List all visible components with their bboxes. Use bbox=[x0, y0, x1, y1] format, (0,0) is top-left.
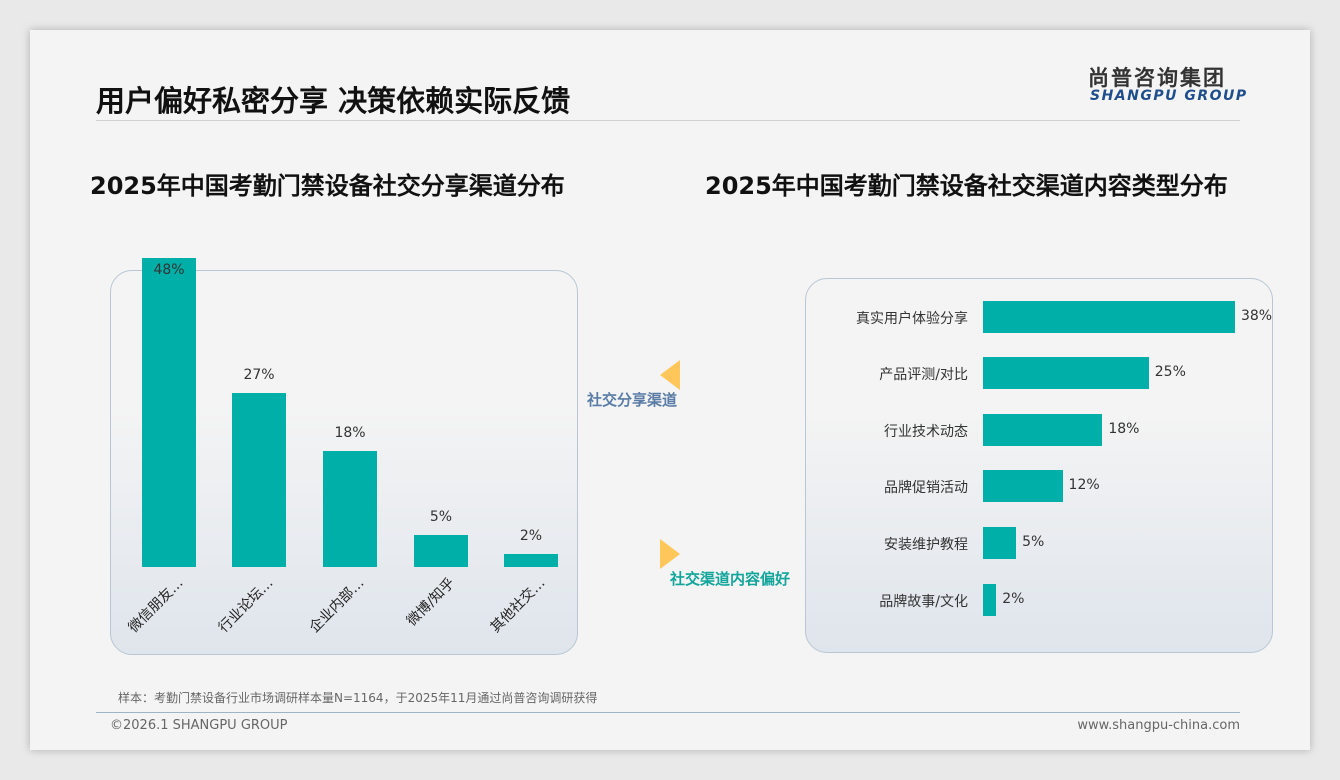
bar bbox=[983, 584, 997, 616]
category-label: 安装维护教程 bbox=[884, 537, 968, 553]
sample-note: 样本：考勤门禁设备行业市场调研样本量N=1164，于2025年11月通过尚普咨询… bbox=[118, 691, 598, 705]
left-chart-title: 2025年中国考勤门禁设备社交分享渠道分布 bbox=[90, 172, 565, 200]
slide: 用户偏好私密分享 决策依赖实际反馈 尚普咨询集团 SHANGPU GROUP 2… bbox=[30, 30, 1310, 750]
category-label: 品牌故事/文化 bbox=[879, 594, 968, 610]
bar bbox=[504, 554, 558, 567]
data-label: 5% bbox=[1022, 534, 1045, 550]
bar bbox=[983, 357, 1149, 389]
bar bbox=[983, 301, 1235, 333]
arrow-left-icon bbox=[660, 360, 680, 390]
right-chart-panel bbox=[805, 278, 1273, 653]
left-chart: 48% 微信朋友… 27% 行业论坛… 18% 企业内部… 5% 微博/知乎 2% 其他社交… bbox=[30, 30, 1310, 750]
arrow-right-icon bbox=[660, 539, 680, 569]
right-chart: 真实用户体验分享 38% 产品评测/对比 25% 行业技术动态 18% 品牌促销活动 12% 安… bbox=[30, 30, 1310, 750]
bar bbox=[414, 534, 468, 567]
category-label: 产品评测/对比 bbox=[879, 367, 968, 383]
data-label: 18% bbox=[1108, 421, 1140, 437]
copyright: ©2026.1 SHANGPU GROUP bbox=[110, 718, 288, 733]
header-divider bbox=[96, 120, 1240, 121]
data-label: 48% bbox=[153, 261, 185, 278]
category-label: 真实用户体验分享 bbox=[856, 311, 968, 327]
bar bbox=[983, 414, 1103, 446]
data-label: 25% bbox=[1154, 364, 1186, 380]
connector-label-top: 社交分享渠道 bbox=[587, 391, 678, 409]
bar bbox=[983, 527, 1017, 559]
data-label: 18% bbox=[334, 425, 366, 442]
logo-en: SHANGPU GROUP bbox=[1090, 88, 1248, 104]
data-label: 38% bbox=[1240, 308, 1273, 324]
footer-divider bbox=[96, 712, 1240, 713]
page-title: 用户偏好私密分享 决策依赖实际反馈 bbox=[96, 84, 571, 118]
data-label: 2% bbox=[1002, 591, 1025, 607]
data-label: 5% bbox=[429, 508, 453, 525]
data-label: 12% bbox=[1068, 477, 1100, 493]
data-label: 27% bbox=[243, 367, 275, 384]
bar bbox=[142, 257, 196, 567]
bar bbox=[323, 451, 377, 567]
logo-cn: 尚普咨询集团 bbox=[1088, 66, 1226, 90]
connector-label-bottom: 社交渠道内容偏好 bbox=[670, 570, 791, 588]
bar bbox=[232, 393, 286, 567]
right-chart-title: 2025年中国考勤门禁设备社交渠道内容类型分布 bbox=[705, 172, 1228, 200]
category-label: 品牌促销活动 bbox=[884, 480, 968, 496]
website-url: www.shangpu-china.com bbox=[1077, 718, 1240, 733]
category-label: 行业技术动态 bbox=[884, 424, 968, 440]
bar bbox=[983, 470, 1063, 502]
data-label: 2% bbox=[519, 528, 543, 545]
